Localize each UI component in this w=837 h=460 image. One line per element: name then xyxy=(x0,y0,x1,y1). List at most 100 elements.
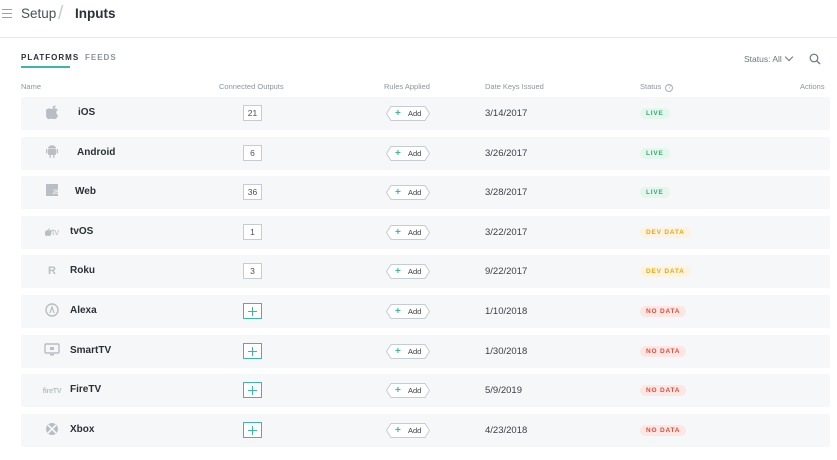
table-row[interactable]: Android 6 + Add 3/26/2017 LIVE xyxy=(21,137,830,170)
add-rule-label: Add xyxy=(408,188,422,197)
table-row[interactable]: SmartTV + Add 1/30/2018 NO DATA xyxy=(21,335,830,368)
chevron-down-icon[interactable] xyxy=(784,52,794,62)
status-badge: LIVE xyxy=(640,108,670,119)
add-rule-button[interactable]: + Add xyxy=(386,185,430,200)
status-filter-dropdown[interactable]: Status: All xyxy=(744,54,782,64)
add-rule-button[interactable]: + Add xyxy=(386,423,430,438)
connected-outputs-count[interactable]: 21 xyxy=(243,105,262,121)
date-keys-issued: 1/10/2018 xyxy=(485,306,528,317)
date-keys-issued: 3/14/2017 xyxy=(485,108,528,119)
table-row[interactable]: Alexa + Add 1/10/2018 NO DATA xyxy=(21,295,830,328)
connected-outputs-count[interactable]: 36 xyxy=(243,184,262,200)
platform-name[interactable]: tvOS xyxy=(70,226,94,237)
breadcrumb-root[interactable]: Setup xyxy=(21,6,57,21)
date-keys-issued: 1/30/2018 xyxy=(485,346,528,357)
date-keys-issued: 9/22/2017 xyxy=(485,266,528,277)
platform-name[interactable]: SmartTV xyxy=(70,345,112,356)
platform-name[interactable]: Web xyxy=(75,186,96,197)
platform-name[interactable]: Alexa xyxy=(70,305,97,316)
add-rule-button[interactable]: + Add xyxy=(386,264,430,279)
column-header-connected-outputs[interactable]: Connected Outputs xyxy=(219,82,284,91)
status-badge: NO DATA xyxy=(640,385,687,396)
column-header-actions: Actions xyxy=(800,82,825,91)
plus-icon: + xyxy=(395,187,401,198)
date-keys-issued: 5/9/2019 xyxy=(485,385,522,396)
plus-icon: + xyxy=(395,346,401,357)
active-tab-indicator xyxy=(21,66,70,68)
table-row[interactable]: fireTV FireTV + Add 5/9/2019 NO DATA xyxy=(21,374,830,407)
column-header-status-label[interactable]: Status xyxy=(640,82,662,91)
add-rule-button[interactable]: + Add xyxy=(386,304,430,319)
add-rule-label: Add xyxy=(408,426,422,435)
status-badge: NO DATA xyxy=(640,306,687,317)
smart-tv-icon xyxy=(41,343,63,360)
android-icon xyxy=(41,145,63,162)
page-title: Inputs xyxy=(75,6,116,21)
add-rule-label: Add xyxy=(408,228,422,237)
svg-text:JS: JS xyxy=(53,190,59,196)
date-keys-issued: 3/22/2017 xyxy=(485,227,528,238)
add-rule-label: Add xyxy=(408,267,422,276)
table-row[interactable]: Xbox + Add 4/23/2018 NO DATA xyxy=(21,414,830,447)
search-icon[interactable] xyxy=(809,53,821,65)
apple-icon xyxy=(41,105,63,122)
date-keys-issued: 3/26/2017 xyxy=(485,148,528,159)
breadcrumb-separator: / xyxy=(58,3,64,24)
add-rule-label: Add xyxy=(408,307,422,316)
status-badge: NO DATA xyxy=(640,425,687,436)
add-rule-button[interactable]: + Add xyxy=(386,383,430,398)
platform-name[interactable]: FireTV xyxy=(70,384,102,395)
platform-name[interactable]: Roku xyxy=(70,265,95,276)
plus-icon: + xyxy=(395,148,401,159)
connected-outputs-count[interactable]: 1 xyxy=(243,224,262,240)
fire-tv-label: fireTV xyxy=(42,388,62,395)
tab-platforms[interactable]: PLATFORMS xyxy=(21,53,80,62)
plus-icon: + xyxy=(395,108,401,119)
plus-icon: + xyxy=(395,266,401,277)
connected-outputs-count[interactable]: 6 xyxy=(243,145,262,161)
add-rule-button[interactable]: + Add xyxy=(386,225,430,240)
add-rule-button[interactable]: + Add xyxy=(386,146,430,161)
roku-icon: R xyxy=(41,263,63,280)
add-output-button[interactable] xyxy=(243,422,262,438)
date-keys-issued: 3/28/2017 xyxy=(485,187,528,198)
plus-icon: + xyxy=(395,227,401,238)
xbox-icon xyxy=(41,422,63,439)
platform-name[interactable]: Android xyxy=(77,147,116,158)
add-output-button[interactable] xyxy=(243,382,262,398)
help-icon[interactable]: ? xyxy=(665,84,674,92)
add-output-button[interactable] xyxy=(243,343,262,359)
status-badge: DEV DATA xyxy=(640,227,691,238)
column-header-rules-applied[interactable]: Rules Applied xyxy=(384,82,430,91)
table-row[interactable]: iOS 21 + Add 3/14/2017 LIVE xyxy=(21,97,830,130)
status-badge: NO DATA xyxy=(640,346,687,357)
plus-icon: + xyxy=(395,425,401,436)
status-badge: DEV DATA xyxy=(640,266,691,277)
table-row[interactable]: JS Web 36 + Add 3/28/2017 LIVE xyxy=(21,176,830,209)
js-icon: JS xyxy=(41,184,63,201)
platform-name[interactable]: Xbox xyxy=(70,424,95,435)
connected-outputs-count[interactable]: 3 xyxy=(243,263,262,279)
apple-tv-icon: tv xyxy=(41,224,63,241)
plus-icon: + xyxy=(395,385,401,396)
column-header-name[interactable]: Name xyxy=(21,82,42,91)
column-header-date-keys-issued[interactable]: Date Keys Issued xyxy=(485,82,544,91)
plus-icon: + xyxy=(395,306,401,317)
add-output-button[interactable] xyxy=(243,303,262,319)
platform-name[interactable]: iOS xyxy=(78,107,96,118)
menu-icon[interactable] xyxy=(2,9,12,19)
tab-feeds[interactable]: FEEDS xyxy=(85,53,117,62)
alexa-icon xyxy=(41,303,63,320)
add-rule-label: Add xyxy=(408,347,422,356)
add-rule-label: Add xyxy=(408,386,422,395)
add-rule-button[interactable]: + Add xyxy=(386,344,430,359)
top-bar: Setup / Inputs xyxy=(0,0,837,38)
column-header-status: Status? xyxy=(640,82,674,92)
date-keys-issued: 4/23/2018 xyxy=(485,425,528,436)
status-badge: LIVE xyxy=(640,187,670,198)
table-row[interactable]: R Roku 3 + Add 9/22/2017 DEV DATA xyxy=(21,255,830,288)
apple-tv-label: tv xyxy=(51,227,59,237)
add-rule-button[interactable]: + Add xyxy=(386,106,430,121)
add-rule-label: Add xyxy=(408,109,422,118)
table-row[interactable]: tv tvOS 1 + Add 3/22/2017 DEV DATA xyxy=(21,216,830,249)
